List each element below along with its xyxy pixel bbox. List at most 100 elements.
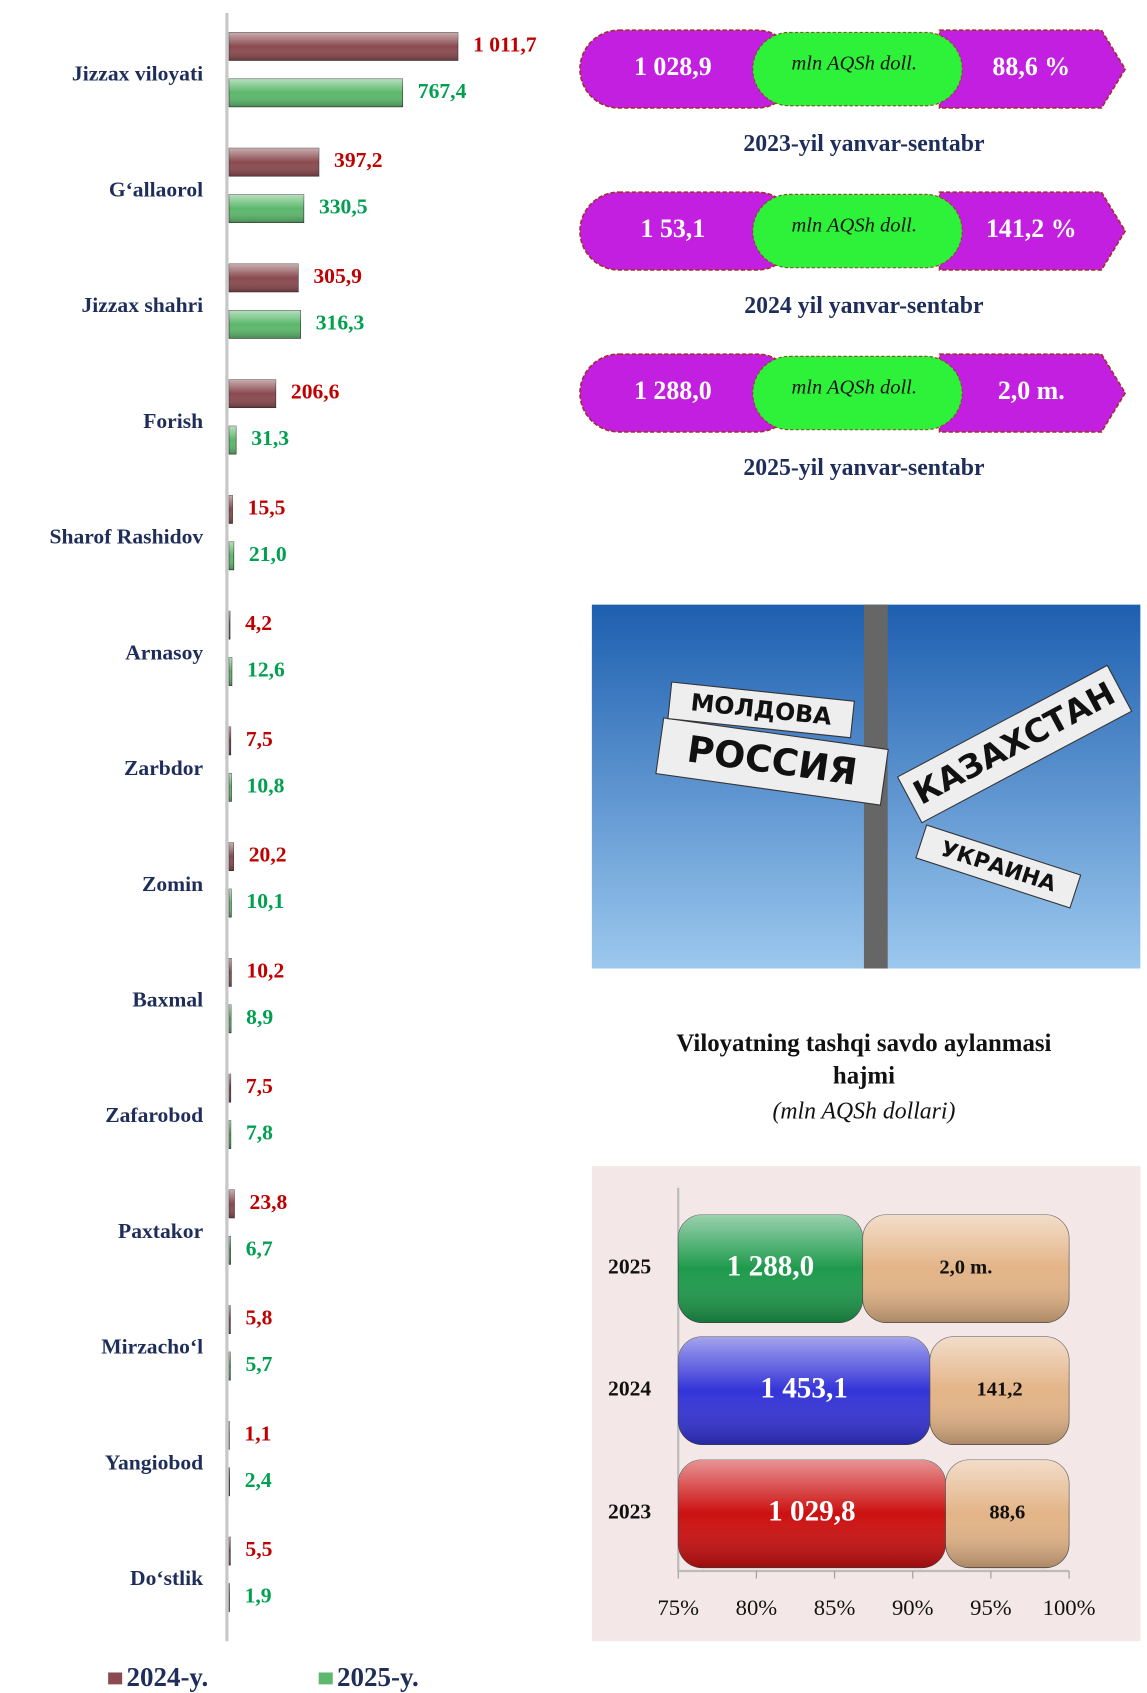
category-label: Baxmal: [132, 988, 203, 1012]
value-label: 7,5: [246, 1074, 273, 1098]
category-label: Do‘stlik: [130, 1566, 203, 1590]
photo: РОССИЯ КАЗАХСТАН МОЛДОВА УКРАИНА: [592, 605, 1140, 969]
segment-label: 1 453,1: [760, 1372, 847, 1404]
bar-shine: [229, 1537, 230, 1565]
legend-label: 2025-y.: [337, 1662, 419, 1692]
banner-change: 88,6 %: [992, 52, 1070, 81]
bar-shine: [229, 889, 231, 917]
bar-shine: [229, 195, 304, 223]
value-label: 2,4: [245, 1468, 272, 1492]
banner-value: 1 028,9: [634, 52, 712, 81]
segment-label: 2,0 m.: [939, 1256, 992, 1278]
value-label: 305,9: [313, 264, 362, 288]
x-tick-label: 95%: [970, 1595, 1012, 1620]
value-label: 7,5: [246, 727, 273, 751]
bar-shine: [229, 1074, 231, 1102]
segment-label: 88,6: [989, 1501, 1025, 1523]
value-label: 23,8: [250, 1190, 288, 1214]
banner-change: 2,0 m.: [998, 376, 1065, 405]
value-label: 4,2: [245, 611, 272, 635]
value-label: 7,8: [246, 1121, 273, 1145]
value-label: 1,9: [245, 1584, 272, 1608]
category-label: Yangiobod: [105, 1450, 203, 1474]
category-label: G‘allaorol: [109, 177, 203, 201]
bar-shine: [229, 1236, 231, 1264]
banner-unit: mln AQSh doll.: [791, 214, 916, 236]
legend-swatch: [108, 1672, 122, 1684]
bar-shine: [229, 843, 234, 871]
bar-shine: [229, 1005, 231, 1033]
value-label: 1 011,7: [473, 32, 537, 56]
category-label: Mirzacho‘l: [101, 1335, 203, 1359]
value-label: 397,2: [334, 148, 383, 172]
value-label: 1,1: [244, 1421, 271, 1445]
bar-shine: [229, 773, 231, 801]
bar-shine: [229, 426, 236, 454]
x-tick-label: 75%: [657, 1595, 699, 1620]
banner-period: 2025-yil yanvar-sentabr: [743, 455, 985, 481]
category-label: 2025: [608, 1255, 651, 1279]
bar-shine: [229, 958, 231, 986]
category-label: Sharof Rashidov: [49, 525, 203, 549]
segment-label: 1 288,0: [727, 1250, 814, 1282]
segment-label: 1 029,8: [768, 1495, 855, 1527]
value-label: 6,7: [246, 1236, 273, 1260]
banner-change: 141,2 %: [986, 214, 1077, 243]
category-label: Jizzax viloyati: [72, 62, 203, 86]
bar-shine: [229, 380, 276, 408]
value-label: 21,0: [249, 542, 287, 566]
banner-value: 1 288,0: [634, 376, 712, 405]
category-label: 2024: [608, 1377, 651, 1401]
value-label: 20,2: [249, 843, 287, 867]
value-label: 316,3: [316, 310, 365, 334]
bar-shine: [229, 148, 319, 176]
category-label: Forish: [143, 409, 203, 433]
bar-shine: [229, 264, 298, 292]
bar-shine: [229, 658, 232, 686]
value-label: 206,6: [291, 380, 340, 404]
page: {"chart_data": [ {"type": "hbar", "categ…: [0, 0, 1147, 1693]
banner-unit: mln AQSh doll.: [791, 376, 916, 398]
category-label: Paxtakor: [118, 1219, 204, 1243]
category-label: Zafarobod: [105, 1103, 203, 1127]
legend-swatch: [319, 1672, 333, 1684]
chart-subtitle: (mln AQSh dollari): [772, 1099, 955, 1125]
bar-shine: [229, 611, 230, 639]
x-tick-label: 100%: [1043, 1595, 1096, 1620]
legend-label: 2024-y.: [126, 1662, 208, 1692]
banner-value: 1 53,1: [640, 214, 705, 243]
bar-shine: [229, 1190, 234, 1218]
bar-shine: [229, 1352, 230, 1380]
banner-period: 2023-yil yanvar-sentabr: [743, 131, 985, 157]
page-canvas: РОССИЯ КАЗАХСТАН МОЛДОВА УКРАИНА Viloyat…: [0, 0, 1147, 1693]
bar-shine: [229, 727, 231, 755]
banner-unit: mln AQSh doll.: [791, 52, 916, 74]
x-tick-label: 85%: [814, 1595, 856, 1620]
value-label: 31,3: [251, 426, 289, 450]
value-label: 10,8: [247, 773, 285, 797]
bar-shine: [229, 1306, 230, 1334]
value-label: 10,1: [246, 889, 284, 913]
value-label: 330,5: [319, 195, 368, 219]
bar-shine: [229, 495, 233, 523]
bar-shine: [229, 1121, 231, 1149]
value-label: 5,8: [245, 1306, 272, 1330]
category-label: Arnasoy: [125, 640, 203, 664]
title-line: Viloyatning tashqi savdo aylanmasi: [676, 1030, 1051, 1057]
category-label: Jizzax shahri: [81, 293, 203, 317]
category-label: Zomin: [142, 872, 203, 896]
category-label: 2023: [608, 1500, 651, 1524]
title-line: hajmi: [833, 1062, 895, 1089]
bar-shine: [229, 32, 458, 60]
bar-shine: [229, 79, 403, 107]
value-label: 5,7: [245, 1352, 272, 1376]
value-label: 8,9: [246, 1005, 273, 1029]
value-label: 5,5: [245, 1537, 272, 1561]
chart-title: Viloyatning tashqi savdo aylanmasi hajmi: [676, 1030, 1051, 1089]
x-tick-label: 90%: [892, 1595, 934, 1620]
bar-shine: [229, 310, 301, 338]
category-label: Zarbdor: [124, 756, 204, 780]
banner-period: 2024 yil yanvar-sentabr: [744, 293, 984, 319]
value-label: 12,6: [247, 658, 285, 682]
segment-label: 141,2: [976, 1378, 1022, 1400]
